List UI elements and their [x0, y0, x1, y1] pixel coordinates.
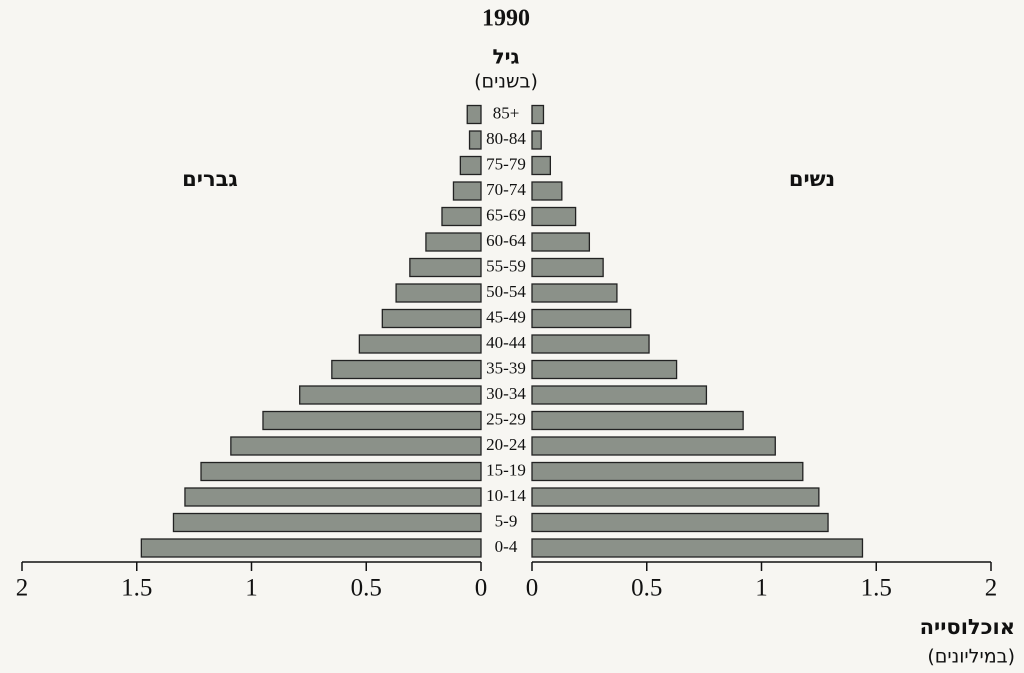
bar [299, 385, 482, 405]
age-label: 35-39 [486, 358, 526, 377]
x-tick-label: 0.5 [351, 575, 382, 602]
age-label: 20-24 [486, 435, 526, 454]
x-tick-label: 1 [245, 575, 258, 602]
age-label: 80-84 [486, 129, 526, 148]
x-tick-label: 1.5 [121, 575, 152, 602]
bar [331, 359, 482, 380]
x-tick-label: 1 [755, 575, 768, 602]
age-label: 25-29 [486, 409, 526, 428]
bar [452, 181, 482, 201]
x-axis-sublabel: (במיליונים) [927, 646, 1015, 668]
bar [531, 104, 545, 125]
x-tick-label: 0.5 [631, 575, 662, 602]
age-label: 50-54 [486, 282, 526, 301]
bar [531, 487, 820, 507]
bar [531, 538, 864, 558]
bar [531, 206, 577, 227]
y-axis-label: גיל [493, 45, 520, 69]
age-label: 45-49 [486, 307, 526, 326]
bar [200, 461, 482, 482]
x-tick-label: 1.5 [861, 575, 892, 602]
series-label: גברים [182, 167, 238, 191]
bar [172, 512, 482, 533]
bar [531, 257, 604, 278]
age-label: 60-64 [486, 231, 526, 250]
age-label: 55-59 [486, 256, 526, 275]
x-tick-label: 2 [16, 575, 29, 602]
bar [531, 461, 804, 482]
bar [395, 283, 482, 303]
age-label: 15-19 [486, 460, 526, 479]
age-label: 85+ [493, 103, 520, 122]
x-tick-label: 0 [526, 575, 539, 602]
age-label: 70-74 [486, 180, 526, 199]
chart-title: 1990 [482, 6, 530, 32]
x-tick-label: 2 [985, 575, 998, 602]
bar [140, 538, 482, 558]
bar [381, 308, 482, 329]
x-axis-label: אוכלוסייה [920, 615, 1015, 639]
bar [531, 232, 591, 252]
bar [230, 436, 482, 456]
bar [531, 308, 632, 329]
series-label: נשים [789, 167, 835, 191]
age-label: 0-4 [495, 537, 518, 556]
bar [531, 385, 708, 405]
age-label: 75-79 [486, 154, 526, 173]
bar [184, 487, 482, 507]
bar [459, 155, 482, 176]
bar [441, 206, 482, 227]
age-label: 30-34 [486, 384, 526, 403]
bar [409, 257, 482, 278]
bar [531, 436, 776, 456]
bar [531, 512, 829, 533]
bar [425, 232, 482, 252]
y-axis-sublabel: (בשנים) [474, 71, 538, 93]
bar [531, 130, 542, 150]
bar [358, 334, 482, 354]
bar [262, 410, 482, 431]
bar [466, 104, 482, 125]
age-label: 5-9 [495, 511, 518, 530]
age-label: 65-69 [486, 205, 526, 224]
bar [531, 410, 744, 431]
bar [468, 130, 482, 150]
bar [531, 359, 678, 380]
x-tick-label: 0 [475, 575, 488, 602]
age-label: 10-14 [486, 486, 526, 505]
age-label: 40-44 [486, 333, 526, 352]
bar [531, 334, 650, 354]
bar [531, 283, 618, 303]
bar [531, 181, 563, 201]
bar [531, 155, 552, 176]
